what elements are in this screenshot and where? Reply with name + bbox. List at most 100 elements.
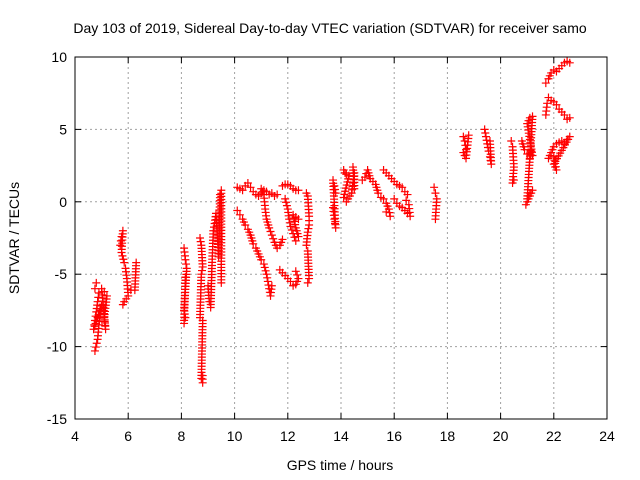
data-point [198, 266, 207, 275]
data-point [264, 281, 273, 290]
data-point [430, 183, 439, 192]
y-tick-label: 0 [59, 194, 67, 210]
data-point [386, 212, 395, 221]
data-point [198, 371, 207, 380]
data-point [198, 262, 207, 271]
y-tick-label: 10 [51, 49, 67, 65]
data-point [238, 186, 247, 195]
data-point [282, 201, 291, 210]
data-point [260, 263, 269, 272]
data-point [348, 163, 357, 172]
data-point [233, 206, 242, 215]
data-point [293, 270, 302, 279]
data-point [278, 235, 287, 244]
data-point [267, 281, 276, 290]
data-point [404, 200, 413, 209]
data-point [291, 236, 300, 245]
data-point [481, 132, 490, 141]
data-point [235, 210, 244, 219]
data-point [330, 181, 339, 190]
data-point [181, 273, 190, 282]
data-point [282, 198, 291, 207]
data-point [267, 231, 276, 240]
data-point [304, 224, 313, 233]
x-tick-label: 8 [178, 428, 186, 444]
data-point [552, 100, 561, 109]
data-point [331, 185, 340, 194]
data-point [302, 241, 311, 250]
data-point [485, 136, 494, 145]
data-point [482, 136, 491, 145]
grid-lines [75, 57, 607, 419]
data-point [464, 131, 473, 140]
y-tick-label: 5 [59, 121, 67, 137]
data-point [565, 113, 574, 122]
data-point [402, 196, 411, 205]
x-tick-label: 16 [386, 428, 402, 444]
data-point [360, 173, 369, 182]
data-point [118, 300, 127, 309]
data-point [209, 226, 218, 235]
data-point [263, 277, 272, 286]
data-point [241, 220, 250, 229]
data-point [294, 186, 303, 195]
data-point [303, 278, 312, 287]
data-point [560, 110, 569, 119]
x-tick-label: 6 [124, 428, 132, 444]
data-point [266, 227, 275, 236]
data-point [90, 346, 99, 355]
x-tick-label: 10 [227, 428, 243, 444]
y-tick-label: -10 [47, 339, 67, 355]
data-point [390, 194, 399, 203]
data-point [89, 325, 98, 334]
data-point [92, 339, 101, 348]
data-points [89, 57, 574, 387]
data-point [273, 190, 282, 199]
x-tick-label: 12 [280, 428, 296, 444]
data-point [565, 58, 574, 67]
data-point [509, 176, 518, 185]
x-axis-label: GPS time / hours [287, 457, 394, 473]
y-tick-label: -5 [55, 266, 68, 282]
data-point [196, 234, 205, 242]
x-tick-label: 14 [333, 428, 349, 444]
plot-frame [74, 56, 608, 420]
tick-labels: 4 6 8 10 12 14 16 18 20 22 24 -15 -10 -5 0 5 10 [47, 49, 615, 444]
data-point [305, 274, 314, 283]
data-point [182, 260, 191, 269]
data-point [285, 215, 294, 224]
data-point [261, 266, 270, 275]
data-point [116, 241, 125, 250]
data-point [90, 316, 99, 325]
data-point [374, 189, 383, 198]
data-point [339, 193, 348, 202]
x-tick-label: 20 [493, 428, 509, 444]
data-point [521, 200, 530, 209]
data-point [246, 183, 255, 192]
data-point [398, 183, 407, 192]
x-tick-label: 4 [71, 428, 79, 444]
data-point [431, 215, 440, 224]
data-point [181, 255, 190, 264]
data-point [243, 178, 252, 187]
data-point [119, 255, 128, 264]
data-point [97, 284, 106, 293]
data-point [262, 270, 271, 279]
data-point [90, 320, 99, 329]
data-point [269, 234, 278, 243]
data-point [541, 79, 550, 88]
data-point [403, 190, 412, 199]
data-point [281, 194, 290, 203]
data-point [120, 258, 129, 267]
data-point [382, 207, 391, 216]
data-point [132, 258, 141, 267]
y-tick-label: -15 [47, 411, 67, 427]
data-point [331, 189, 340, 198]
data-point [117, 248, 126, 257]
x-tick-label: 22 [546, 428, 562, 444]
chart-title: Day 103 of 2019, Sidereal Day-to-day VTE… [73, 20, 586, 36]
data-point [91, 312, 100, 321]
data-point [286, 222, 295, 231]
y-axis-label: SDTVAR / TECUs [6, 182, 22, 294]
